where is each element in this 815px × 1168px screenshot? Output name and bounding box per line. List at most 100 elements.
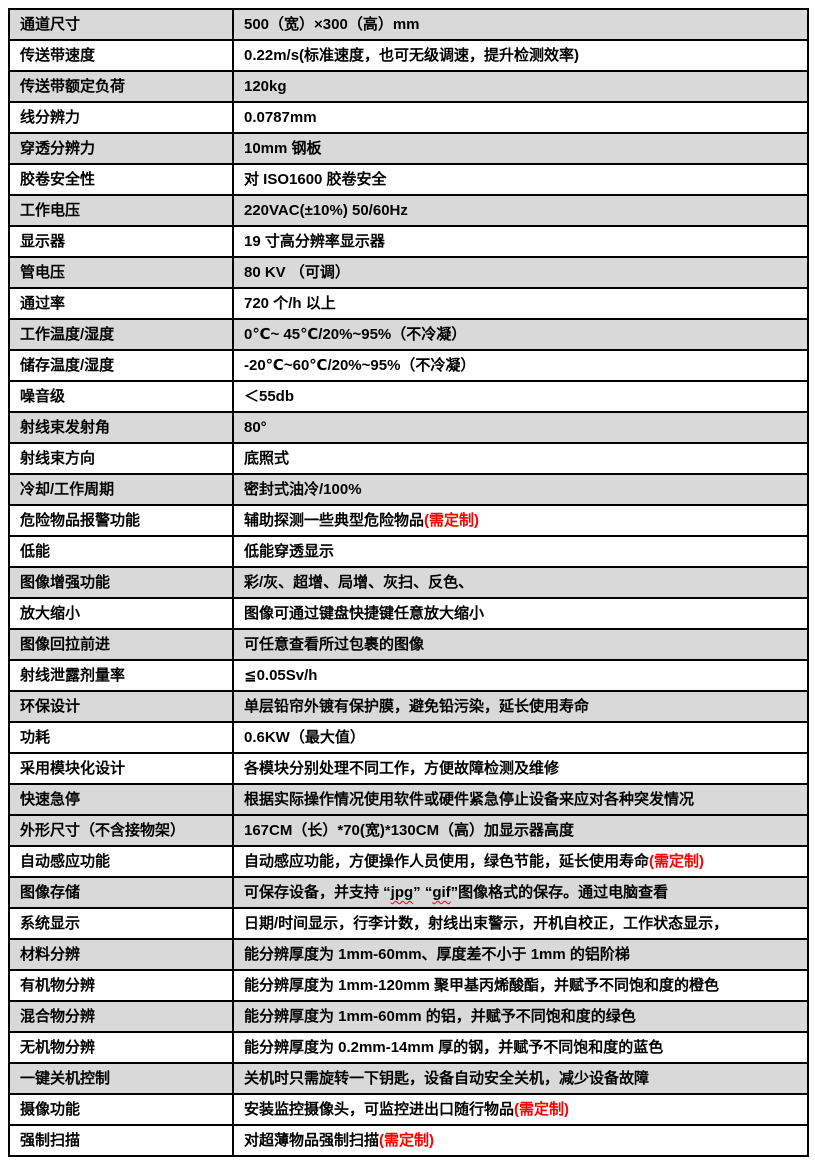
- table-row: 通过率 720 个/h 以上: [8, 287, 809, 320]
- spec-label: 环保设计: [8, 690, 234, 723]
- spec-value: 0.6KW（最大值）: [232, 721, 809, 754]
- spec-value: 220VAC(±10%) 50/60Hz: [232, 194, 809, 227]
- spec-label: 工作电压: [8, 194, 234, 227]
- value-text: 低能穿透显示: [244, 543, 335, 560]
- spec-label: 外形尺寸（不含接物架）: [8, 814, 234, 847]
- table-row: 冷却/工作周期 密封式油冷/100%: [8, 473, 809, 506]
- table-row: 储存温度/湿度 -20℃~60℃/20%~95%（不冷凝）: [8, 349, 809, 382]
- table-row: 外形尺寸（不含接物架） 167CM（长）*70(宽)*130CM（高）加显示器高…: [8, 814, 809, 847]
- table-row: 工作电压 220VAC(±10%) 50/60Hz: [8, 194, 809, 227]
- spec-value: 各模块分别处理不同工作，方便故障检测及维修: [232, 752, 809, 785]
- value-text: 密封式油冷/100%: [244, 481, 362, 498]
- spec-value: 密封式油冷/100%: [232, 473, 809, 506]
- spec-label: 图像存储: [8, 876, 234, 909]
- spec-label: 无机物分辨: [8, 1031, 234, 1064]
- spec-label: 摄像功能: [8, 1093, 234, 1126]
- spec-value: 80°: [232, 411, 809, 444]
- spec-value: 自动感应功能，方便操作人员使用，绿色节能，延长使用寿命(需定制): [232, 845, 809, 878]
- table-row: 材料分辨 能分辨厚度为 1mm-60mm、厚度差不小于 1mm 的铝阶梯: [8, 938, 809, 971]
- spec-label: 图像回拉前进: [8, 628, 234, 661]
- value-text: 单层铅帘外镀有保护膜，避免铅污染，延长使用寿命: [244, 698, 590, 715]
- value-text: 19 寸高分辨率显示器: [244, 233, 385, 250]
- value-text: 可保存设备，并支持 “: [244, 884, 391, 901]
- custom-required-note: (需定制): [379, 1132, 435, 1149]
- spellcheck-word: gif: [432, 884, 451, 901]
- value-text: 可任意查看所过包裹的图像: [244, 636, 425, 653]
- value-text: 167CM（长）*70(宽)*130CM（高）加显示器高度: [244, 822, 575, 839]
- table-row: 图像存储 可保存设备，并支持 “jpg” “gif”图像格式的保存。通过电脑查看: [8, 876, 809, 909]
- spec-value: 能分辨厚度为 0.2mm-14mm 厚的钢，并赋予不同饱和度的蓝色: [232, 1031, 809, 1064]
- value-text: ” “: [413, 884, 433, 901]
- spec-label: 系统显示: [8, 907, 234, 940]
- table-row: 环保设计 单层铅帘外镀有保护膜，避免铅污染，延长使用寿命: [8, 690, 809, 723]
- spec-label: 混合物分辨: [8, 1000, 234, 1033]
- spec-value: 80 KV （可调）: [232, 256, 809, 289]
- spec-label: 噪音级: [8, 380, 234, 413]
- value-text: 辅助探测一些典型危险物品: [244, 512, 425, 529]
- table-row: 穿透分辨力 10mm 钢板: [8, 132, 809, 165]
- spec-value: ＜55db: [232, 380, 809, 413]
- spec-value: 120kg: [232, 70, 809, 103]
- value-text: 能分辨厚度为 1mm-60mm、厚度差不小于 1mm 的铝阶梯: [244, 946, 630, 963]
- spec-label: 工作温度/湿度: [8, 318, 234, 351]
- spec-value: 对超薄物品强制扫描(需定制): [232, 1124, 809, 1157]
- spec-label: 低能: [8, 535, 234, 568]
- table-row: 工作温度/湿度 0℃~ 45℃/20%~95%（不冷凝）: [8, 318, 809, 351]
- spec-label: 功耗: [8, 721, 234, 754]
- table-row: 射线泄露剂量率 ≦0.05Sv/h: [8, 659, 809, 692]
- spec-value: 单层铅帘外镀有保护膜，避免铅污染，延长使用寿命: [232, 690, 809, 723]
- spec-label: 传送带速度: [8, 39, 234, 72]
- spec-label: 穿透分辨力: [8, 132, 234, 165]
- spec-value: 辅助探测一些典型危险物品(需定制): [232, 504, 809, 537]
- value-text: 能分辨厚度为 0.2mm-14mm 厚的钢，并赋予不同饱和度的蓝色: [244, 1039, 664, 1056]
- spec-value: 彩/灰、超增、局增、灰扫、反色、: [232, 566, 809, 599]
- table-row: 功耗 0.6KW（最大值）: [8, 721, 809, 754]
- spec-value: 10mm 钢板: [232, 132, 809, 165]
- spec-value: 日期/时间显示，行李计数，射线出束警示，开机自校正，工作状态显示，: [232, 907, 809, 940]
- spec-value: 720 个/h 以上: [232, 287, 809, 320]
- table-row: 噪音级 ＜55db: [8, 380, 809, 413]
- value-text: 自动感应功能，方便操作人员使用，绿色节能，延长使用寿命: [244, 853, 650, 870]
- value-text: 0.0787mm: [244, 109, 317, 126]
- table-row: 传送带速度 0.22m/s(标准速度，也可无级调速，提升检测效率): [8, 39, 809, 72]
- spec-label: 一键关机控制: [8, 1062, 234, 1095]
- spec-value: 安装监控摄像头，可监控进出口随行物品(需定制): [232, 1093, 809, 1126]
- spec-value: 500（宽）×300（高）mm: [232, 8, 809, 41]
- table-row: 摄像功能 安装监控摄像头，可监控进出口随行物品(需定制): [8, 1093, 809, 1126]
- value-text: -20℃~60℃/20%~95%（不冷凝）: [244, 357, 476, 374]
- value-text: 10mm 钢板: [244, 140, 322, 157]
- spec-value: 图像可通过键盘快捷键任意放大缩小: [232, 597, 809, 630]
- table-row: 通道尺寸 500（宽）×300（高）mm: [8, 8, 809, 41]
- table-row: 危险物品报警功能 辅助探测一些典型危险物品(需定制): [8, 504, 809, 537]
- spec-label: 显示器: [8, 225, 234, 258]
- spec-value: 19 寸高分辨率显示器: [232, 225, 809, 258]
- spec-table-body: 通道尺寸 500（宽）×300（高）mm 传送带速度 0.22m/s(标准速度，…: [8, 8, 809, 1157]
- value-text: 0.6KW（最大值）: [244, 729, 365, 746]
- custom-required-note: (需定制): [514, 1101, 570, 1118]
- spec-label: 射线泄露剂量率: [8, 659, 234, 692]
- spec-value: 0℃~ 45℃/20%~95%（不冷凝）: [232, 318, 809, 351]
- table-row: 自动感应功能 自动感应功能，方便操作人员使用，绿色节能，延长使用寿命(需定制): [8, 845, 809, 878]
- value-text: 500（宽）×300（高）mm: [244, 16, 420, 33]
- spec-value: ≦0.05Sv/h: [232, 659, 809, 692]
- table-row: 管电压 80 KV （可调）: [8, 256, 809, 289]
- spec-label: 材料分辨: [8, 938, 234, 971]
- spec-label: 冷却/工作周期: [8, 473, 234, 506]
- spec-label: 快速急停: [8, 783, 234, 816]
- custom-required-note: (需定制): [649, 853, 705, 870]
- table-row: 混合物分辨 能分辨厚度为 1mm-60mm 的铝，并赋予不同饱和度的绿色: [8, 1000, 809, 1033]
- spellcheck-word: jpg: [390, 884, 414, 901]
- spec-value: 能分辨厚度为 1mm-120mm 聚甲基丙烯酸酯，并赋予不同饱和度的橙色: [232, 969, 809, 1002]
- table-row: 低能 低能穿透显示: [8, 535, 809, 568]
- spec-value: 关机时只需旋转一下钥匙，设备自动安全关机，减少设备故障: [232, 1062, 809, 1095]
- spec-table: 通道尺寸 500（宽）×300（高）mm 传送带速度 0.22m/s(标准速度，…: [8, 8, 809, 1157]
- spec-value: 可任意查看所过包裹的图像: [232, 628, 809, 661]
- spec-value: 0.22m/s(标准速度，也可无级调速，提升检测效率): [232, 39, 809, 72]
- spec-label: 图像增强功能: [8, 566, 234, 599]
- value-text: 能分辨厚度为 1mm-120mm 聚甲基丙烯酸酯，并赋予不同饱和度的橙色: [244, 977, 720, 994]
- spec-label: 胶卷安全性: [8, 163, 234, 196]
- table-row: 线分辨力 0.0787mm: [8, 101, 809, 134]
- value-text: 220VAC(±10%) 50/60Hz: [244, 202, 408, 219]
- table-row: 胶卷安全性 对 ISO1600 胶卷安全: [8, 163, 809, 196]
